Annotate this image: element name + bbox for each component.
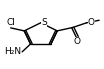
Text: O: O [88, 18, 95, 27]
Text: O: O [74, 37, 81, 46]
Text: S: S [41, 18, 47, 27]
Text: H₂N: H₂N [4, 47, 21, 56]
Text: Cl: Cl [6, 18, 15, 27]
